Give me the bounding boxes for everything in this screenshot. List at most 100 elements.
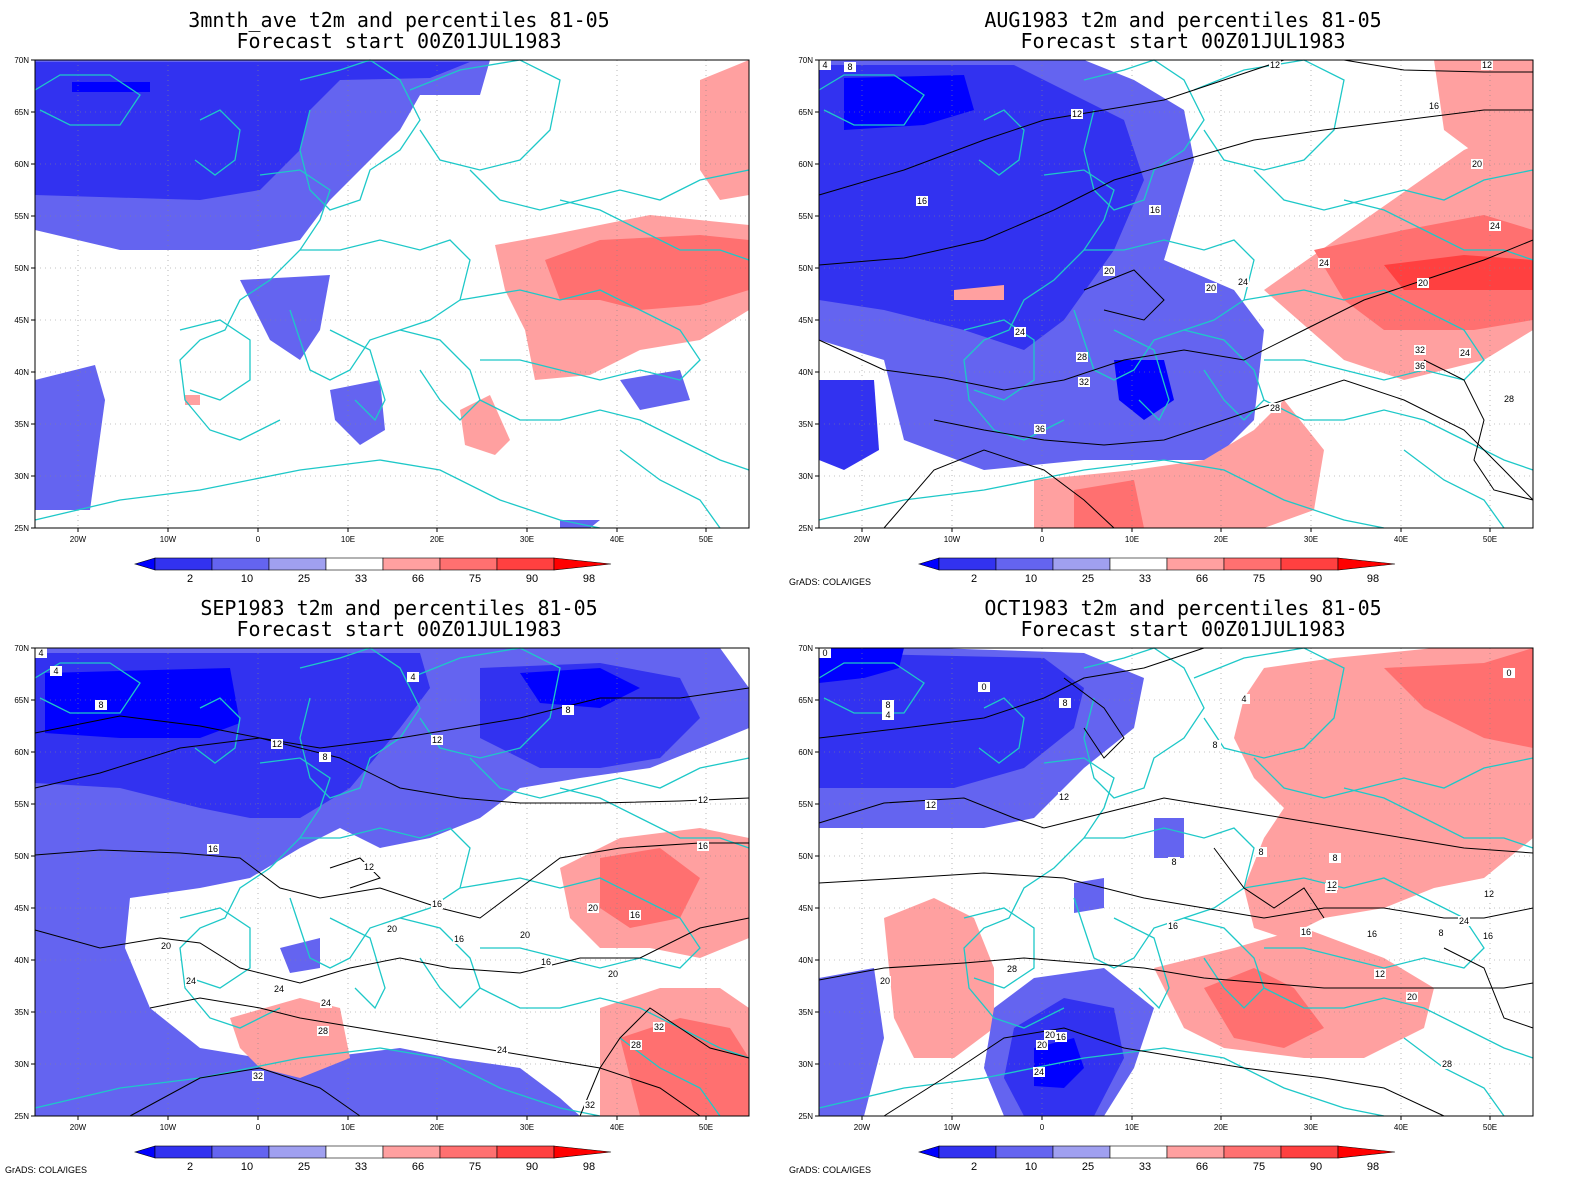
contour-label: 12 (1482, 60, 1492, 70)
percentile-map: 4484128128121612161620162016202024242824… (14, 644, 750, 1173)
percentile-shading (1204, 968, 1324, 1048)
contour-label-bg (540, 957, 552, 967)
contour-label: 24 (1460, 348, 1470, 358)
contour-label: 16 (917, 196, 927, 206)
contour-label: 20 (1472, 159, 1482, 169)
longitude-label: 30E (520, 535, 534, 544)
panel-subtitle: Forecast start 00Z01JUL1983 (1020, 617, 1346, 641)
legend-box (439, 1145, 498, 1159)
contour-label: 8 (565, 705, 570, 715)
percentile-map: 70N 65N 60N 55N 50N 45N 40N 35N 30N 25N 20W 10W 0 10E… (14, 56, 750, 585)
latitude-label: 50N (798, 264, 813, 273)
contour-label-bg (319, 752, 331, 762)
legend-label: 2 (971, 573, 977, 585)
contour-label-bg (1044, 1030, 1056, 1040)
contour-label-bg (496, 1045, 508, 1055)
longitude-label: 0 (1040, 1123, 1045, 1132)
contour-label-bg (1036, 1040, 1048, 1050)
legend-box (1109, 557, 1168, 571)
contour-label: 4 (410, 672, 415, 682)
contour-label-bg (1459, 348, 1471, 358)
coastline (963, 907, 1035, 989)
percentile-shading (1154, 818, 1184, 858)
latitude-label: 25N (14, 1112, 29, 1121)
percentile-shading (1384, 648, 1533, 748)
latitude-label: 25N (14, 524, 29, 533)
contour-label-bg (1482, 931, 1494, 941)
legend-arrow-left (133, 557, 156, 571)
contour-label: 12 (1059, 792, 1069, 802)
coastline (963, 169, 1115, 441)
coastline (963, 757, 1115, 1029)
contour-label: 20 (588, 903, 598, 913)
legend-box (1223, 557, 1282, 571)
contour-label-bg (1503, 668, 1515, 678)
contour-label-bg (1435, 928, 1447, 938)
latitude-label: 40N (798, 368, 813, 377)
contour-label: 16 (1429, 101, 1439, 111)
temperature-contour (883, 449, 1115, 529)
latitude-label: 70N (14, 56, 29, 65)
coastline (1073, 239, 1255, 381)
contour-label-bg (1481, 60, 1493, 70)
percentile-shading (844, 75, 974, 130)
latitude-label: 50N (798, 852, 813, 861)
percentile-shading (819, 65, 1144, 350)
longitude-label: 30E (1304, 535, 1318, 544)
contour-label-bg (584, 1100, 596, 1110)
contour-label: 24 (1015, 327, 1025, 337)
percentile-shading (620, 1018, 749, 1116)
contour-label: 12 (1375, 969, 1385, 979)
coastline (479, 987, 750, 1059)
temperature-contour (34, 687, 750, 749)
legend-label: 98 (1367, 1161, 1379, 1173)
coastline (1113, 917, 1170, 1010)
temperature-contour (1423, 359, 1534, 501)
coastline (1243, 877, 1485, 969)
longitude-label: 50E (699, 535, 713, 544)
coastline (179, 757, 331, 1029)
coastline (818, 1047, 1385, 1117)
coastline (1083, 647, 1205, 799)
legend-arrow-right (553, 1145, 612, 1159)
percentile-shading (45, 668, 240, 738)
contour-label: 16 (1150, 205, 1160, 215)
percentile-shading (72, 82, 150, 92)
map-frame (34, 647, 750, 1117)
contour-label-bg (1167, 921, 1179, 931)
temperature-contour (818, 957, 1534, 989)
legend-box (1166, 557, 1225, 571)
longitude-label: 20E (1214, 535, 1228, 544)
legend-label: 25 (298, 1161, 310, 1173)
contour-label: 20 (1037, 1040, 1047, 1050)
latitude-label: 70N (798, 644, 813, 653)
legend-arrow-right (553, 557, 612, 571)
contour-label: 16 (698, 841, 708, 851)
latitude-label: 30N (798, 472, 813, 481)
coastline (1343, 787, 1534, 849)
contour-label-bg (207, 844, 219, 854)
contour-label-bg (50, 666, 62, 676)
coastline (818, 459, 1385, 529)
contour-label: 16 (454, 934, 464, 944)
contour-label: 20 (608, 969, 618, 979)
contour-label: 4 (822, 60, 827, 70)
coastline (619, 449, 721, 529)
percentile-shading (954, 285, 1004, 300)
coastline (459, 877, 701, 969)
contour-label: 32 (585, 1100, 595, 1110)
contour-label-bg (882, 700, 894, 710)
percentile-shading (1074, 480, 1144, 528)
legend-label: 10 (241, 573, 253, 585)
legend-box (1280, 1145, 1339, 1159)
latitude-label: 25N (798, 524, 813, 533)
contour-label-bg (1076, 352, 1088, 362)
longitude-label: 20E (1214, 1123, 1228, 1132)
contour-label-bg (978, 682, 990, 692)
latitude-label: 60N (798, 160, 813, 169)
grads-credit: GrADS: COLA/IGES (789, 1165, 872, 1175)
legend-box (995, 557, 1054, 571)
contour-label: 12 (1327, 880, 1337, 890)
contour-label-bg (1255, 847, 1267, 857)
contour-label: 24 (1490, 221, 1500, 231)
